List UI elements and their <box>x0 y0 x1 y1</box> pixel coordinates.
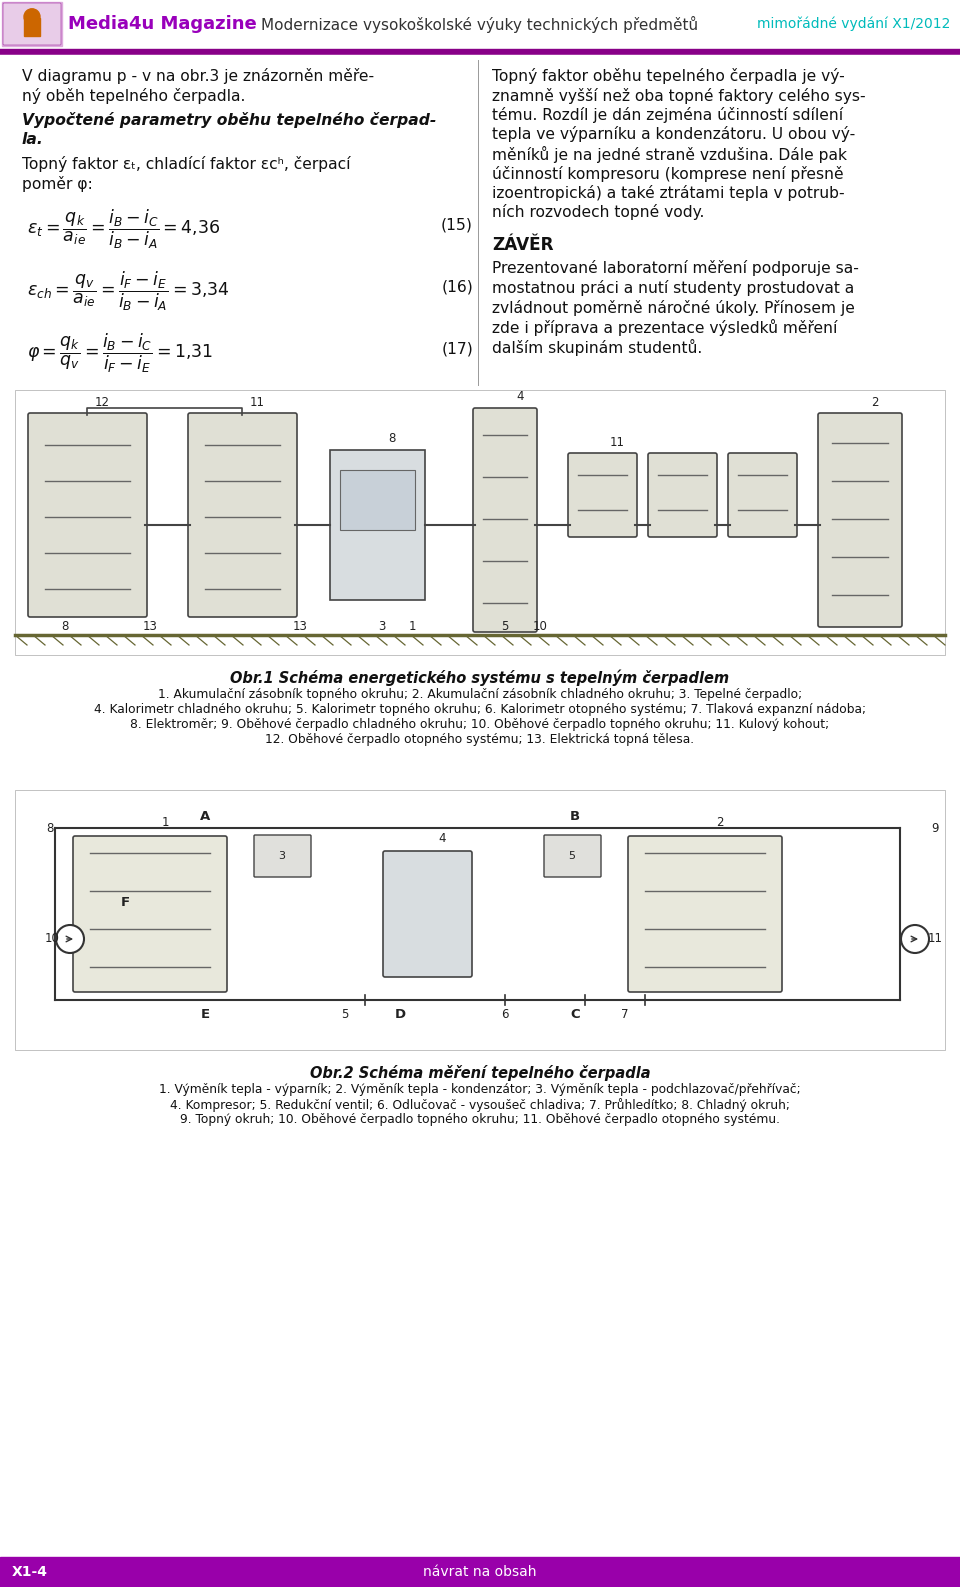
Text: zvládnout poměrně náročné úkoly. Přínosem je: zvládnout poměrně náročné úkoly. Přínose… <box>492 300 854 316</box>
Text: 4: 4 <box>439 832 445 844</box>
FancyBboxPatch shape <box>28 413 147 617</box>
Text: dalším skupinám studentů.: dalším skupinám studentů. <box>492 338 703 355</box>
Text: 12. Oběhové čerpadlo otopného systému; 13. Elektrická topná tělesa.: 12. Oběhové čerpadlo otopného systému; 1… <box>265 733 695 746</box>
Text: 1. Akumulační zásobník topného okruhu; 2. Akumulační zásobník chladného okruhu; : 1. Akumulační zásobník topného okruhu; 2… <box>158 689 802 701</box>
Text: Vypočtené parametry oběhu tepelného čerpad-: Vypočtené parametry oběhu tepelného čerp… <box>22 113 436 129</box>
Text: 4. Kompresor; 5. Redukční ventil; 6. Odlučovač - vysoušeč chladiva; 7. Průhledít: 4. Kompresor; 5. Redukční ventil; 6. Odl… <box>170 1098 790 1112</box>
Text: 5: 5 <box>568 851 575 862</box>
Text: C: C <box>570 1008 580 1020</box>
Text: Topný faktor oběhu tepelného čerpadla je vý-: Topný faktor oběhu tepelného čerpadla je… <box>492 68 845 84</box>
Text: 8: 8 <box>61 621 69 633</box>
Text: 1: 1 <box>161 816 169 830</box>
Text: Media4u Magazine: Media4u Magazine <box>68 14 256 33</box>
Text: (15): (15) <box>442 217 473 233</box>
Text: 2: 2 <box>716 816 724 830</box>
Text: Prezentované laboratorní měření podporuje sa-: Prezentované laboratorní měření podporuj… <box>492 260 859 276</box>
FancyBboxPatch shape <box>254 835 311 878</box>
Text: D: D <box>395 1008 405 1020</box>
Bar <box>330 451 425 600</box>
FancyBboxPatch shape <box>544 835 601 878</box>
FancyBboxPatch shape <box>3 3 61 44</box>
Text: (17): (17) <box>442 341 473 357</box>
Circle shape <box>56 925 84 954</box>
Text: 13: 13 <box>293 621 307 633</box>
Text: ný oběh tepelného čerpadla.: ný oběh tepelného čerpadla. <box>22 87 246 103</box>
Text: 10: 10 <box>533 621 547 633</box>
Text: Obr.1 Schéma energetického systému s tepelným čerpadlem: Obr.1 Schéma energetického systému s tep… <box>230 670 730 687</box>
Text: 11: 11 <box>610 436 625 449</box>
Text: (16): (16) <box>442 279 473 295</box>
Text: znamně vyšší než oba topné faktory celého sys-: znamně vyšší než oba topné faktory celéh… <box>492 87 866 103</box>
Text: 8: 8 <box>388 432 396 444</box>
Bar <box>15 790 945 1051</box>
Bar <box>340 470 415 530</box>
Text: zde i příprava a prezentace výsledků měření: zde i příprava a prezentace výsledků měř… <box>492 319 837 336</box>
FancyBboxPatch shape <box>383 851 472 978</box>
FancyBboxPatch shape <box>648 452 717 536</box>
FancyBboxPatch shape <box>628 836 782 992</box>
Bar <box>24 17 40 37</box>
Text: poměr φ:: poměr φ: <box>22 176 93 192</box>
FancyBboxPatch shape <box>728 452 797 536</box>
Text: V diagramu p - v na obr.3 je znázorněn měře-: V diagramu p - v na obr.3 je znázorněn m… <box>22 68 374 84</box>
FancyBboxPatch shape <box>73 836 227 992</box>
Text: 5: 5 <box>501 621 509 633</box>
Text: mimořádné vydání X1/2012: mimořádné vydání X1/2012 <box>756 17 950 32</box>
Circle shape <box>901 925 929 954</box>
Text: 9. Topný okruh; 10. Oběhové čerpadlo topného okruhu; 11. Oběhové čerpadlo otopné: 9. Topný okruh; 10. Oběhové čerpadlo top… <box>180 1112 780 1127</box>
Text: ních rozvodech topné vody.: ních rozvodech topné vody. <box>492 205 705 221</box>
Text: 7: 7 <box>621 1008 629 1020</box>
Text: 10: 10 <box>44 933 60 946</box>
Text: návrat na obsah: návrat na obsah <box>423 1565 537 1579</box>
Text: B: B <box>570 809 580 822</box>
Bar <box>0 0 960 48</box>
Text: X1-4: X1-4 <box>12 1565 48 1579</box>
FancyBboxPatch shape <box>188 413 297 617</box>
FancyBboxPatch shape <box>473 408 537 632</box>
Text: A: A <box>200 809 210 822</box>
Text: tému. Rozdíl je dán zejména účinností sdílení: tému. Rozdíl je dán zejména účinností sd… <box>492 106 843 124</box>
Text: 1: 1 <box>408 621 416 633</box>
Text: mostatnou práci a nutí studenty prostudovat a: mostatnou práci a nutí studenty prostudo… <box>492 279 854 297</box>
Text: ZÁVĚR: ZÁVĚR <box>492 236 554 254</box>
Text: $\varepsilon_{ch} = \dfrac{q_v}{a_{ie}} = \dfrac{i_F - i_E}{i_B - i_A} = 3{,}34$: $\varepsilon_{ch} = \dfrac{q_v}{a_{ie}} … <box>27 270 229 313</box>
Text: 6: 6 <box>501 1008 509 1020</box>
Text: 4. Kalorimetr chladného okruhu; 5. Kalorimetr topného okruhu; 6. Kalorimetr otop: 4. Kalorimetr chladného okruhu; 5. Kalor… <box>94 703 866 716</box>
Text: 2: 2 <box>872 397 878 409</box>
Text: 5: 5 <box>342 1008 348 1020</box>
Circle shape <box>24 10 40 25</box>
Bar <box>15 390 945 655</box>
FancyBboxPatch shape <box>818 413 902 627</box>
Text: 8. Elektroměr; 9. Oběhové čerpadlo chladného okruhu; 10. Oběhové čerpadlo topnéh: 8. Elektroměr; 9. Oběhové čerpadlo chlad… <box>131 717 829 732</box>
Text: Obr.2 Schéma měření tepelného čerpadla: Obr.2 Schéma měření tepelného čerpadla <box>310 1065 650 1081</box>
Text: 11: 11 <box>250 397 265 409</box>
Text: Modernizace vysokoškolské výuky technických předmětů: Modernizace vysokoškolské výuky technick… <box>261 16 699 32</box>
Bar <box>2 2 62 46</box>
Text: 1. Výměník tepla - výparník; 2. Výměník tepla - kondenzátor; 3. Výměník tepla - : 1. Výměník tepla - výparník; 2. Výměník … <box>159 1082 801 1097</box>
Text: 11: 11 <box>927 933 943 946</box>
Text: 3: 3 <box>378 621 386 633</box>
Text: E: E <box>201 1008 209 1020</box>
Text: 13: 13 <box>143 621 157 633</box>
Text: 9: 9 <box>931 822 939 835</box>
Text: měníků je na jedné straně vzdušina. Dále pak: měníků je na jedné straně vzdušina. Dále… <box>492 146 847 163</box>
FancyBboxPatch shape <box>568 452 637 536</box>
Text: 4: 4 <box>516 389 524 403</box>
Text: Topný faktor εₜ, chladící faktor εᴄʰ, čerpací: Topný faktor εₜ, chladící faktor εᴄʰ, če… <box>22 156 350 171</box>
Text: účinností kompresoru (komprese není přesně: účinností kompresoru (komprese není přes… <box>492 165 844 181</box>
Text: 8: 8 <box>46 822 54 835</box>
Text: izoentropická) a také ztrátami tepla v potrub-: izoentropická) a také ztrátami tepla v p… <box>492 186 845 202</box>
Text: F: F <box>120 895 130 908</box>
Text: $\varepsilon_t = \dfrac{q_k}{a_{ie}} = \dfrac{i_B - i_C}{i_B - i_A} = 4{,}36$: $\varepsilon_t = \dfrac{q_k}{a_{ie}} = \… <box>27 208 221 251</box>
Text: $\varphi = \dfrac{q_k}{q_v} = \dfrac{i_B - i_C}{i_F - i_E} = 1{,}31$: $\varphi = \dfrac{q_k}{q_v} = \dfrac{i_B… <box>27 332 213 376</box>
Text: la.: la. <box>22 132 44 146</box>
Text: 3: 3 <box>278 851 285 862</box>
Bar <box>0 1557 960 1587</box>
Text: tepla ve výparníku a kondenzátoru. U obou vý-: tepla ve výparníku a kondenzátoru. U obo… <box>492 127 855 143</box>
Text: 12: 12 <box>94 397 109 409</box>
